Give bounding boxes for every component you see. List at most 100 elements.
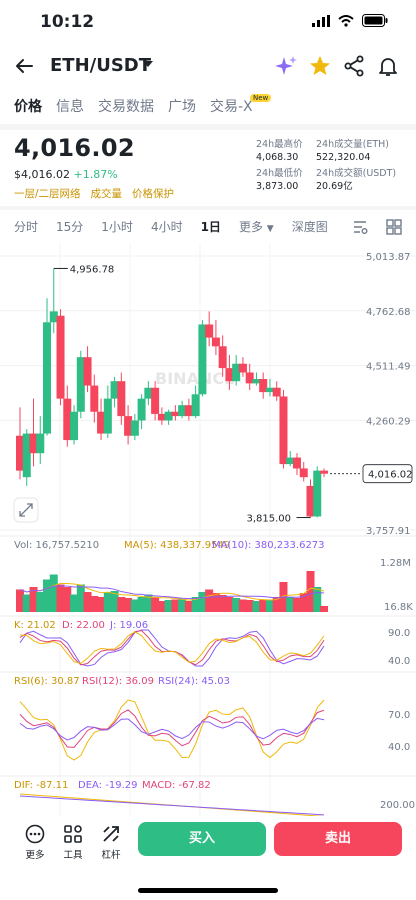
- kdj-axis-label: 40.0: [388, 656, 410, 667]
- buy-button[interactable]: 买入: [138, 822, 266, 856]
- tools-button[interactable]: 工具: [56, 824, 90, 861]
- volume-bar: [286, 597, 295, 612]
- tf-1d[interactable]: 1日: [200, 220, 221, 234]
- rsi-axis-label: 70.0: [388, 710, 410, 721]
- layout-grid-icon[interactable]: [386, 219, 402, 235]
- vol-eth-label: 24h成交量(ETH): [316, 139, 389, 150]
- bottom-action-bar: 更多 工具 杠杆 买入 卖出: [0, 818, 416, 900]
- volume-bar: [49, 574, 58, 612]
- y-axis-label: 4,511.49: [366, 362, 411, 373]
- pair-title[interactable]: ETH/USDT: [50, 55, 152, 76]
- volume-bar: [272, 597, 281, 612]
- sell-button[interactable]: 卖出: [274, 822, 402, 856]
- volume-bar: [144, 594, 153, 612]
- candle-body: [83, 357, 92, 386]
- bell-icon[interactable]: [376, 54, 400, 78]
- candle-body: [43, 322, 52, 434]
- candle-body: [286, 457, 295, 465]
- more-dots-icon: [25, 824, 45, 844]
- tf-15m[interactable]: 15分: [56, 220, 84, 234]
- volume-bar: [90, 596, 99, 612]
- candle-body: [124, 416, 133, 436]
- max-price-marker: 4,956.78: [70, 264, 115, 275]
- candle-body: [292, 457, 301, 469]
- candle-body: [178, 405, 187, 417]
- more-button[interactable]: 更多: [18, 824, 52, 861]
- volume-bar: [29, 587, 38, 612]
- tab-price[interactable]: 价格: [14, 96, 42, 130]
- tf-depth[interactable]: 深度图: [291, 220, 328, 234]
- y-axis-label: 5,013.87: [366, 252, 411, 263]
- macd-value-label: MACD: -67.82: [142, 780, 211, 791]
- tab-square[interactable]: 广场: [168, 99, 196, 115]
- candle-body: [76, 357, 85, 412]
- divider: [0, 206, 416, 210]
- low-value: 3,873.00: [256, 181, 299, 192]
- candle-body: [164, 411, 173, 421]
- kdj-j-line: [19, 629, 325, 667]
- volume-bar: [110, 591, 119, 612]
- tf-timeshare[interactable]: 分时: [14, 220, 39, 234]
- volume-bar: [43, 579, 52, 612]
- home-indicator: [138, 888, 278, 893]
- kdj-j-label: J: 19.06: [109, 620, 148, 631]
- candle-body: [171, 411, 180, 417]
- macd-dea-line: [19, 795, 325, 816]
- rsi-axis-label: 40.0: [388, 742, 410, 753]
- candle-body: [144, 387, 153, 399]
- status-icons: [312, 14, 388, 27]
- main-tabs: 价格 信息 交易数据 广场 交易-X New: [14, 94, 272, 130]
- watermark-text: BINANCE: [155, 369, 235, 388]
- tf-4h[interactable]: 4小时: [150, 220, 183, 234]
- link-volume[interactable]: 成交量: [90, 188, 123, 200]
- link-layer-network[interactable]: 一层/二层网络: [14, 188, 81, 200]
- y-axis-label: 4,762.68: [366, 307, 411, 318]
- candle-body: [238, 363, 247, 373]
- kdj-d-label: D: 22.00: [62, 620, 105, 631]
- tf-more[interactable]: 更多 ▼: [239, 218, 274, 235]
- volume-bar: [124, 598, 133, 612]
- kdj-k-label: K: 21.02: [14, 620, 56, 631]
- candle-body: [218, 346, 227, 369]
- signal-icon: [312, 14, 330, 27]
- vol-usdt-value: 20.69亿: [316, 181, 353, 192]
- rsi6-label: RSI(6): 30.87: [14, 676, 80, 687]
- candle-body: [313, 470, 322, 517]
- share-icon[interactable]: [342, 54, 366, 78]
- link-price-protection[interactable]: 价格保护: [132, 188, 175, 200]
- candle-body: [36, 433, 45, 454]
- volume-bar: [76, 584, 85, 612]
- volume-bar: [171, 599, 180, 612]
- leverage-button[interactable]: 杠杆: [94, 824, 128, 861]
- kline-chart[interactable]: 5,013.87 4,762.68 4,511.49 4,260.29 3,757.91…: [0, 244, 416, 816]
- candle-body: [137, 398, 146, 421]
- rsi6-line: [19, 699, 325, 761]
- candle-body: [29, 433, 38, 454]
- volume-bar: [117, 597, 126, 612]
- chart-settings-icon[interactable]: [352, 219, 368, 235]
- vol-label: Vol: 16,757.5210: [14, 540, 99, 551]
- volume-bar: [151, 597, 160, 612]
- candle-body: [97, 411, 106, 434]
- tf-1h[interactable]: 1小时: [101, 220, 133, 234]
- volume-bar: [70, 594, 79, 612]
- vol-ma10-line: [19, 585, 325, 600]
- more-label: 更多: [25, 850, 45, 861]
- volume-bar: [184, 601, 193, 612]
- favorite-star-icon[interactable]: [308, 54, 332, 78]
- candle-body: [252, 379, 261, 384]
- new-badge: New: [250, 94, 272, 102]
- ai-sparkle-icon[interactable]: [274, 54, 298, 78]
- vol-usdt-label: 24h成交额(USDT): [316, 168, 397, 179]
- back-arrow-icon[interactable]: [12, 54, 36, 78]
- caret-down-icon[interactable]: [142, 60, 154, 68]
- tab-info[interactable]: 信息: [56, 99, 84, 115]
- tab-trade-x[interactable]: 交易-X: [210, 99, 253, 115]
- usd-price: $4,016.02: [14, 168, 70, 181]
- volume-bar: [164, 600, 173, 612]
- volume-bar: [191, 597, 200, 612]
- candle-body: [63, 398, 72, 441]
- candle-body: [70, 411, 79, 441]
- volume-bar: [218, 595, 227, 612]
- tab-trading-data[interactable]: 交易数据: [98, 99, 154, 115]
